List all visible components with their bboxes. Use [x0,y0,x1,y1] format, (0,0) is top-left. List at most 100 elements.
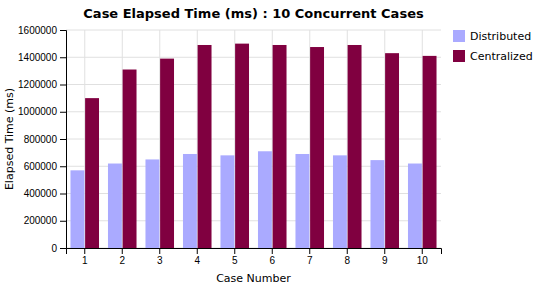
tick: 1600000 [18,25,66,36]
tick: 10 [417,248,429,266]
tick: 8 [344,248,350,266]
tick-label: 9 [382,255,388,266]
tick-mark [84,248,85,254]
bar [423,56,437,248]
title: Case Elapsed Time (ms) : 10 Concurrent C… [83,6,424,21]
tick-mark [60,112,66,113]
tick: 600000 [24,161,66,172]
chart: 1 2 3 4 5 6 7 8 9 10 0 200000 400000 600000 800000 1000… [0,0,549,288]
tick-mark [197,248,198,254]
legend-label: Centralized [470,50,533,63]
tick-label: 800000 [24,134,58,145]
axis-line [67,249,442,255]
grid-line-x [309,30,310,248]
tick-label: 200000 [24,215,58,226]
bar [385,53,399,248]
tick-label: 7 [307,255,313,266]
tick-mark [60,30,66,31]
series [85,44,436,248]
grid-line-x [384,30,385,248]
tick: 800000 [24,134,66,145]
bar [220,155,234,248]
legend-item: Centralized [453,50,533,63]
bar [85,98,99,248]
tick: 0 [51,243,66,254]
tick-label: 0 [51,243,57,254]
tick: 7 [307,248,313,266]
grid-line-x [122,30,123,248]
grid [66,30,441,248]
bar [258,151,272,248]
tick: 1400000 [18,52,66,63]
tick-mark [122,248,123,254]
tick-mark [60,139,66,140]
tick-mark [384,248,385,254]
x-axis: 1 2 3 4 5 6 7 8 9 10 [67,248,442,266]
legend-label: Distributed [470,30,531,43]
legend-swatch [453,50,465,62]
tick-label: 600000 [24,161,58,172]
grid-line-x [347,30,348,248]
tick-mark [272,248,273,254]
grid-line-x [84,30,85,248]
bar [145,159,159,248]
bar [70,170,84,248]
bar [333,155,347,248]
bar [108,164,122,248]
tick-label: 6 [269,255,275,266]
grid-line-x [159,30,160,248]
tick: 5 [232,248,238,266]
grid-line-x [422,30,423,248]
tick-mark [60,194,66,195]
tick: 1200000 [18,79,66,90]
tick-mark [60,57,66,58]
tick-label: 1600000 [18,25,57,36]
tick-mark [347,248,348,254]
bar [273,45,287,248]
tick-mark [159,248,160,254]
y-axis-title: Elapsed Time (ms) [3,88,16,190]
tick-label: 1 [82,255,88,266]
plot: 1 2 3 4 5 6 7 8 9 10 0 200000 400000 600000 800000 1000… [18,25,441,266]
bar [198,45,212,248]
tick-mark [422,248,423,254]
legend: Distributed Centralized [453,30,533,63]
tick-label: 1000000 [18,106,57,117]
tick-mark [60,248,66,249]
legend-item: Distributed [453,30,531,43]
tick-mark [60,221,66,222]
tick: 400000 [24,188,66,199]
bar [348,45,362,248]
tick-mark [60,85,66,86]
y-axis: 0 200000 400000 600000 800000 1000000 1200000 1… [18,25,66,254]
tick-label: 10 [417,255,429,266]
tick-label: 2 [119,255,125,266]
tick: 1 [82,248,88,266]
tick: 1000000 [18,106,66,117]
tick-mark [234,248,235,254]
tick: 9 [382,248,388,266]
bar [295,154,309,248]
tick-label: 5 [232,255,238,266]
grid-line-x [197,30,198,248]
grid-line-x [234,30,235,248]
tick-label: 3 [157,255,163,266]
tick: 6 [269,248,275,266]
bar [183,154,197,248]
grid-line-x [272,30,273,248]
tick-label: 400000 [24,188,58,199]
tick: 2 [119,248,125,266]
bar [123,70,137,248]
tick-label: 1400000 [18,52,57,63]
tick: 3 [157,248,163,266]
tick-label: 4 [194,255,200,266]
tick-mark [60,166,66,167]
tick-label: 1200000 [18,79,57,90]
bars [70,44,436,248]
bar [160,59,174,248]
bar [310,47,324,248]
tick: 200000 [24,215,66,226]
axis-line [60,31,67,249]
tick: 4 [194,248,200,266]
legend-swatch [453,30,465,42]
